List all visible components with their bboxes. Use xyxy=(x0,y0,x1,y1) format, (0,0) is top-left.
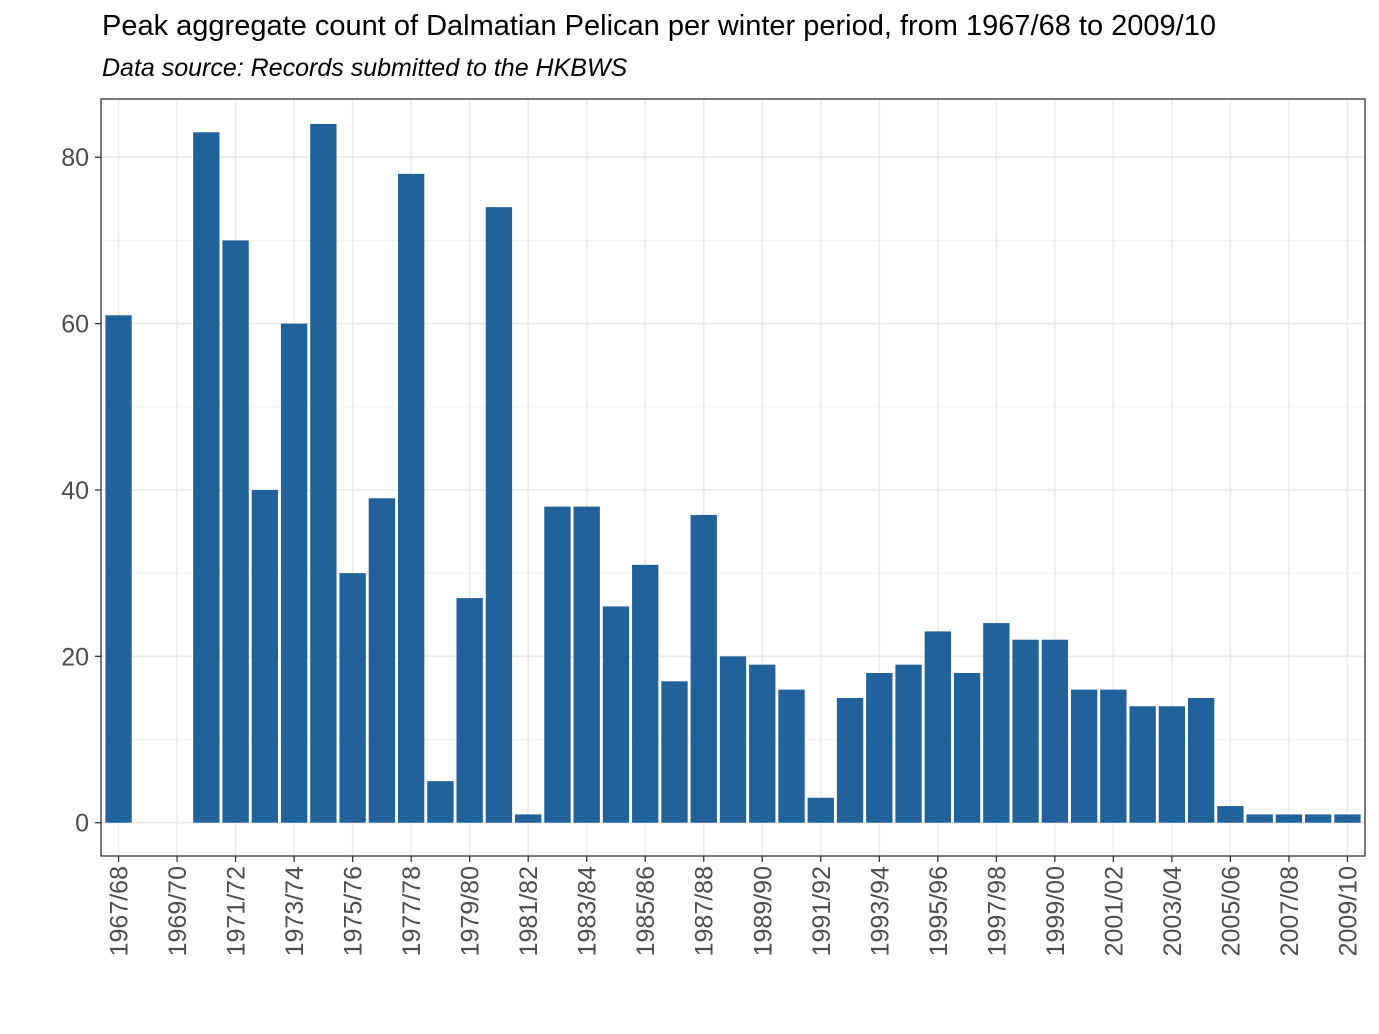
x-tick-label: 1969/70 xyxy=(164,866,192,956)
chart-subtitle: Data source: Records submitted to the HK… xyxy=(102,54,628,82)
bar-1986/87 xyxy=(661,681,688,823)
x-tick-label: 2005/06 xyxy=(1217,866,1245,956)
bar-1975/76 xyxy=(339,573,366,823)
bar-2004/05 xyxy=(1187,697,1215,823)
x-tick-label: 2001/02 xyxy=(1100,866,1128,956)
bar-1976/77 xyxy=(368,498,396,823)
bar-1992/93 xyxy=(836,697,864,823)
bar-1980/81 xyxy=(485,207,513,823)
bar-2007/08 xyxy=(1275,814,1303,823)
bar-1982/83 xyxy=(544,506,571,823)
bar-1994/95 xyxy=(895,664,922,823)
y-tick-label: 0 xyxy=(75,810,89,838)
bar-1985/86 xyxy=(632,564,659,823)
bar-1996/97 xyxy=(953,672,981,823)
y-tick-label: 80 xyxy=(61,144,89,172)
y-tick-label: 60 xyxy=(61,311,89,339)
bar-1998/99 xyxy=(1012,639,1039,823)
bar-1993/94 xyxy=(866,672,893,823)
bar-1995/96 xyxy=(924,631,951,823)
bar-1984/85 xyxy=(602,606,630,823)
bar-1989/90 xyxy=(749,664,776,823)
bar-2005/06 xyxy=(1217,806,1244,823)
bar-1973/74 xyxy=(280,323,308,823)
x-tick-label: 2009/10 xyxy=(1334,866,1362,956)
bar-2002/03 xyxy=(1129,706,1156,823)
x-tick-label: 1997/98 xyxy=(983,866,1011,956)
x-tick-label: 1999/00 xyxy=(1042,866,1070,956)
bar-1977/78 xyxy=(397,173,425,823)
bar-2009/10 xyxy=(1334,814,1361,823)
bar-1970/71 xyxy=(193,132,220,823)
y-tick-label: 20 xyxy=(61,643,89,671)
x-tick-label: 1983/84 xyxy=(574,866,602,956)
bar-1978/79 xyxy=(427,781,454,823)
bar-2000/01 xyxy=(1070,689,1098,823)
x-tick-label: 1971/72 xyxy=(223,866,251,956)
bar-2001/02 xyxy=(1100,689,1127,823)
bar-1967/68 xyxy=(105,315,132,823)
bar-1990/91 xyxy=(778,689,805,823)
x-tick-label: 1967/68 xyxy=(106,866,134,956)
bar-2003/04 xyxy=(1158,706,1186,823)
x-tick-label: 1985/86 xyxy=(632,866,660,956)
bar-1991/92 xyxy=(807,797,834,823)
x-tick-label: 1993/94 xyxy=(866,866,894,956)
bar-1988/89 xyxy=(719,656,747,823)
x-tick-label: 1995/96 xyxy=(925,866,953,956)
bar-1981/82 xyxy=(515,814,542,823)
bar-1971/72 xyxy=(222,240,249,823)
bar-1979/80 xyxy=(456,598,483,823)
x-tick-label: 1979/80 xyxy=(457,866,485,956)
x-tick-label: 1975/76 xyxy=(340,866,368,956)
x-tick-label: 1973/74 xyxy=(281,866,309,956)
bar-1972/73 xyxy=(251,489,279,823)
bar-1983/84 xyxy=(573,506,600,823)
x-tick-label: 2007/08 xyxy=(1276,866,1304,956)
x-tick-label: 1977/78 xyxy=(398,866,426,956)
bar-2008/09 xyxy=(1305,814,1332,823)
bar-1997/98 xyxy=(983,623,1010,823)
x-tick-label: 1991/92 xyxy=(808,866,836,956)
x-tick-label: 1981/82 xyxy=(515,866,543,956)
x-tick-label: 1989/90 xyxy=(749,866,777,956)
chart-title: Peak aggregate count of Dalmatian Pelica… xyxy=(102,10,1216,42)
panel-border xyxy=(100,98,1366,857)
bar-1974/75 xyxy=(310,123,337,823)
x-tick-label: 1987/88 xyxy=(691,866,719,956)
x-tick-label: 2003/04 xyxy=(1159,866,1187,956)
bar-1987/88 xyxy=(690,514,717,823)
y-tick-label: 40 xyxy=(61,477,89,505)
bar-2006/07 xyxy=(1246,814,1273,823)
bar-1999/00 xyxy=(1041,639,1069,823)
